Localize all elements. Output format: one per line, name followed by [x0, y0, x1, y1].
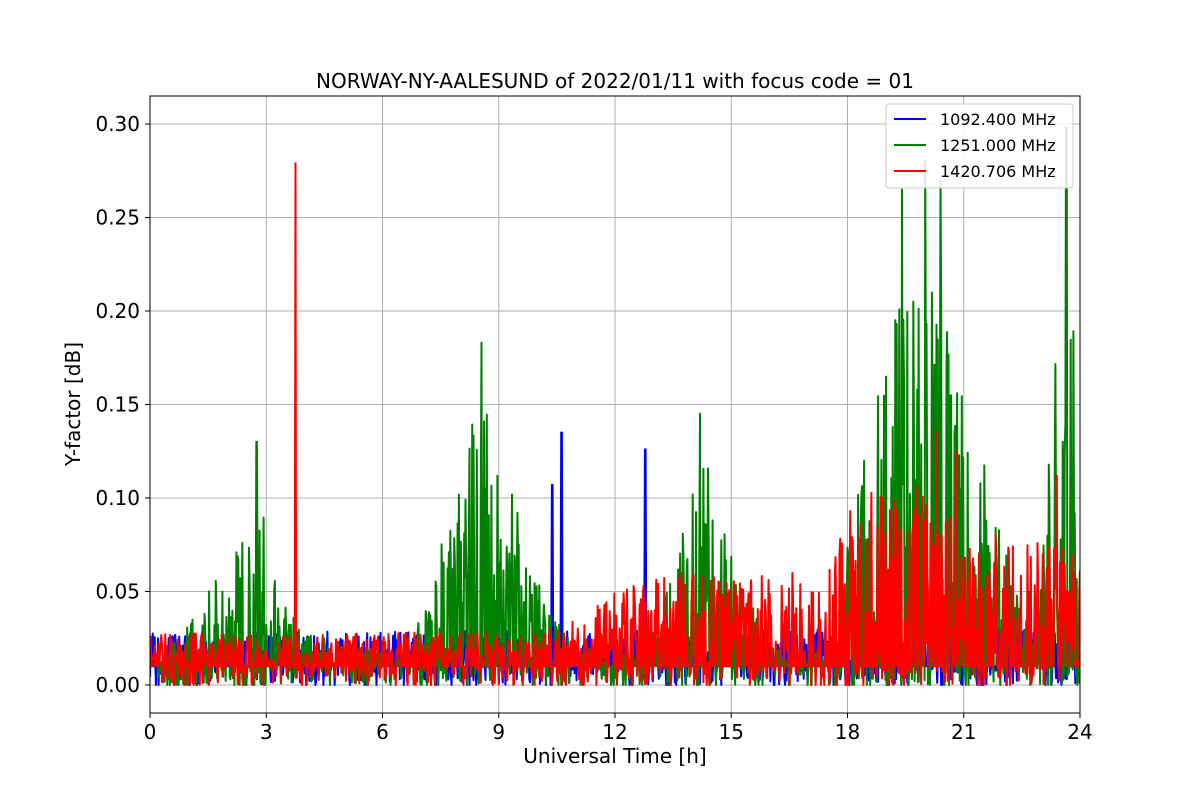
x-tick-label: 6	[376, 720, 389, 744]
y-tick-label: 0.05	[95, 579, 140, 603]
series-layer	[150, 126, 1080, 686]
y-tick-label: 0.30	[95, 112, 140, 136]
x-tick-label: 24	[1067, 720, 1092, 744]
y-tick-label: 0.20	[95, 299, 140, 323]
legend-label-1092: 1092.400 MHz	[940, 110, 1056, 129]
legend-label-1251: 1251.000 MHz	[940, 136, 1056, 155]
x-tick-label: 21	[951, 720, 976, 744]
y-tick-label: 0.10	[95, 486, 140, 510]
x-axis: 0 3 6 9 12 15 18 21 24	[144, 713, 1093, 744]
x-tick-label: 0	[144, 720, 157, 744]
y-tick-label: 0.15	[95, 393, 140, 417]
y-axis: 0.00 0.05 0.10 0.15 0.20 0.25 0.30	[95, 112, 150, 697]
y-axis-label: Y-factor [dB]	[61, 342, 85, 467]
y-tick-label: 0.25	[95, 206, 140, 230]
x-tick-label: 15	[719, 720, 744, 744]
legend-box	[885, 103, 1074, 189]
legend-label-1420: 1420.706 MHz	[940, 162, 1056, 181]
x-tick-label: 18	[835, 720, 860, 744]
chart-title: NORWAY-NY-AALESUND of 2022/01/11 with fo…	[316, 69, 914, 93]
y-tick-label: 0.00	[95, 673, 140, 697]
series-line-2	[150, 162, 1080, 686]
legend: 1092.400 MHz 1251.000 MHz 1420.706 MHz	[885, 103, 1074, 189]
x-tick-label: 12	[602, 720, 627, 744]
x-tick-label: 9	[492, 720, 505, 744]
x-axis-label: Universal Time [h]	[523, 744, 706, 768]
x-tick-label: 3	[260, 720, 273, 744]
